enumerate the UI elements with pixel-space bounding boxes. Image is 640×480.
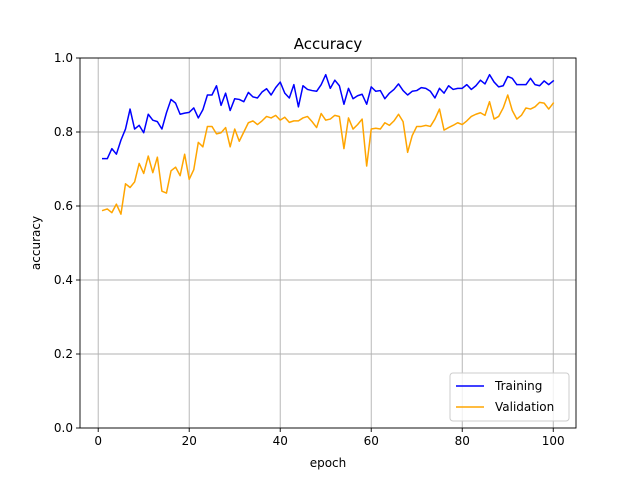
- y-tick-label: 0.8: [54, 125, 73, 139]
- chart-title: Accuracy: [294, 35, 363, 53]
- plot-frame: [79, 57, 577, 429]
- series-layer: [101, 73, 555, 215]
- legend: Training Validation: [449, 372, 570, 422]
- y-tick-label: 0.0: [54, 421, 73, 435]
- x-tick-label: 60: [364, 434, 379, 448]
- y-tick-label: 0.6: [54, 199, 73, 213]
- x-tick-label: 40: [273, 434, 288, 448]
- y-axis-label: accuracy: [29, 216, 43, 270]
- tick-layer: 0 20 40 60 80 100 0.0 0.2 0.4 0.6 0.8 1.0: [54, 51, 565, 448]
- legend-label-validation: Validation: [495, 400, 554, 414]
- legend-box: [449, 372, 570, 422]
- legend-label-training: Training: [494, 379, 542, 393]
- y-tick-label: 0.2: [54, 347, 73, 361]
- x-axis-label: epoch: [310, 456, 347, 470]
- y-tick-label: 0.4: [54, 273, 73, 287]
- x-tick-label: 100: [542, 434, 565, 448]
- x-tick-label: 0: [94, 434, 102, 448]
- x-tick-label: 20: [182, 434, 197, 448]
- series-line-training: [102, 73, 555, 160]
- x-tick-label: 80: [455, 434, 470, 448]
- series-line-validation: [101, 94, 555, 215]
- y-tick-label: 1.0: [54, 51, 73, 65]
